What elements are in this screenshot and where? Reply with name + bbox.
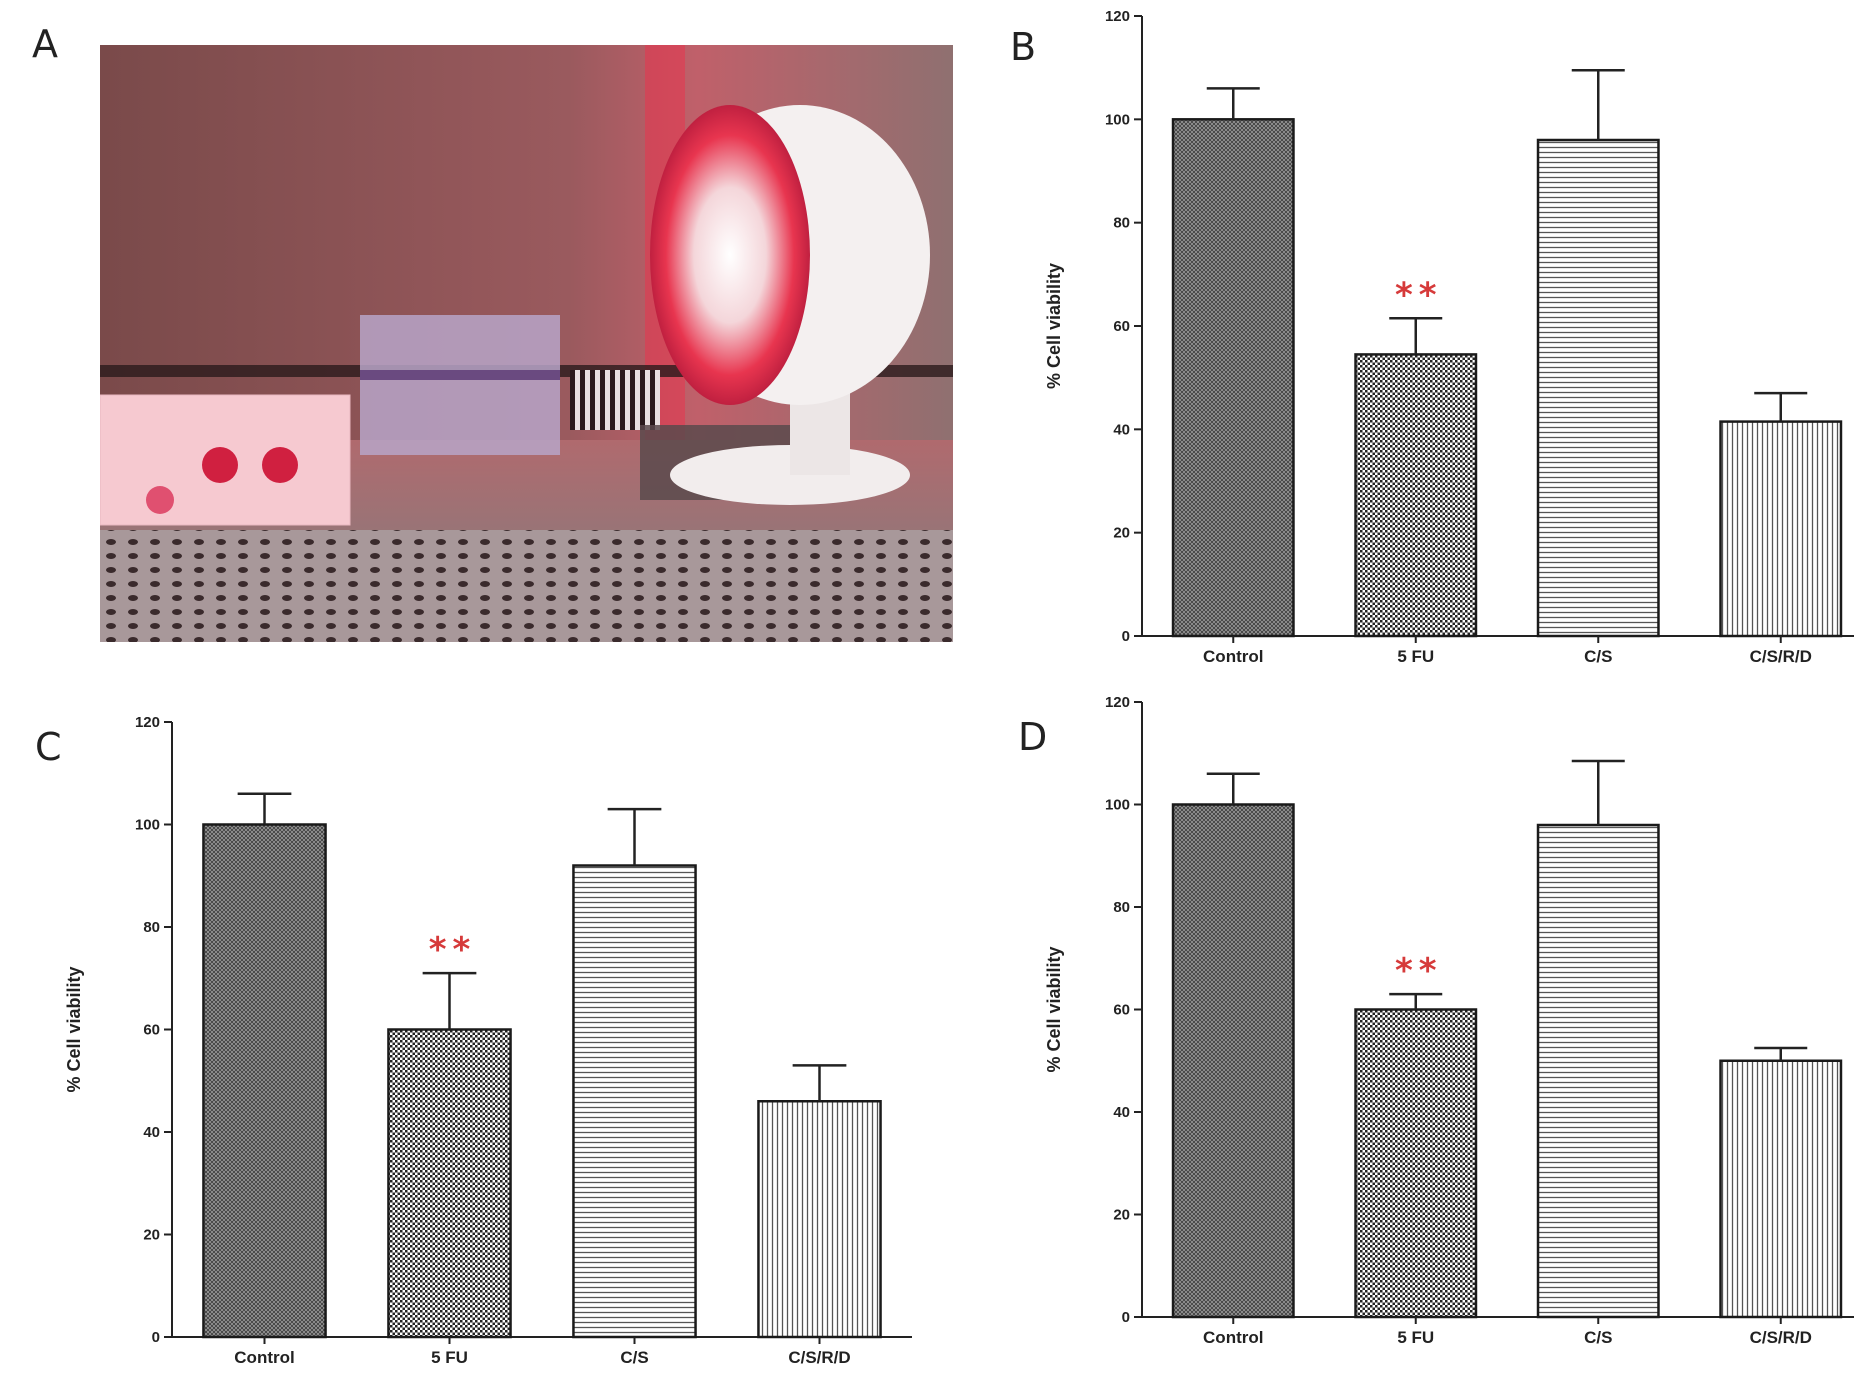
chart-d-ylabel: % Cell viability (1044, 946, 1064, 1072)
panel-label-b: B (1010, 25, 1037, 69)
y-tick-label: 20 (143, 1227, 160, 1244)
bar-5-fu (1354, 353, 1478, 638)
bar-c-s (572, 864, 697, 1339)
panel-label-a: A (32, 22, 58, 66)
x-tick-label: 5 FU (1397, 1328, 1434, 1347)
y-tick-label: 100 (1105, 111, 1130, 128)
y-tick-label: 40 (1113, 421, 1130, 438)
bar-c-s-r-d (1719, 420, 1843, 638)
chart-b-ylabel-group: % Cell viability (1044, 263, 1064, 389)
x-tick-label: C/S (1584, 1328, 1612, 1347)
bar-5-fu (387, 1028, 512, 1339)
y-tick-label: 0 (1122, 1309, 1130, 1326)
x-tick-label: C/S/R/D (1750, 647, 1812, 666)
y-tick-label: 40 (143, 1124, 160, 1141)
x-tick-label: Control (234, 1348, 294, 1367)
x-tick-label: C/S/R/D (1750, 1328, 1812, 1347)
chart-c: % Cell viability 0 20 40 60 80 100 120 Control 5… (64, 714, 912, 1367)
y-tick-label: 0 (1122, 628, 1130, 645)
y-tick-label: 20 (1113, 525, 1130, 542)
x-tick-label: C/S (1584, 647, 1612, 666)
y-tick-label: 80 (1113, 899, 1130, 916)
y-tick-label: 80 (143, 919, 160, 936)
y-tick-label: 60 (1113, 1002, 1130, 1019)
significance-annotation: ** (1395, 951, 1443, 991)
y-tick-label: 80 (1113, 215, 1130, 232)
x-tick-label: Control (1203, 647, 1263, 666)
y-tick-label: 100 (1105, 797, 1130, 814)
tip-box-band (360, 370, 560, 380)
tip-box (360, 315, 560, 455)
x-tick-label: C/S/R/D (788, 1348, 850, 1367)
lamp-bulb-icon (650, 105, 810, 405)
y-tick-label: 40 (1113, 1104, 1130, 1121)
y-tick-label: 120 (1105, 8, 1130, 25)
tube-rack (570, 370, 660, 430)
x-tick-label: Control (1203, 1328, 1263, 1347)
y-tick-label: 120 (135, 714, 160, 731)
chart-b: % Cell viability 0 20 40 60 80 100 120 Control 5… (1044, 8, 1854, 666)
y-tick-label: 60 (1113, 318, 1130, 335)
well-2 (262, 447, 298, 483)
perforated-shelf (100, 530, 953, 642)
bar-c-s (1536, 138, 1660, 638)
photo-drawing (100, 45, 953, 642)
panel-label-c: C (35, 725, 62, 769)
chart-b-ylabel: % Cell viability (1044, 263, 1064, 389)
bar-control (1171, 118, 1295, 638)
bar-c-s (1536, 823, 1660, 1319)
chart-d: % Cell viability 0 20 40 60 80 100 120 Control 5… (1044, 694, 1854, 1347)
well-3 (146, 486, 174, 514)
bar-c-s-r-d (757, 1100, 882, 1339)
significance-annotation: ** (1395, 275, 1443, 315)
y-tick-label: 120 (1105, 694, 1130, 711)
chart-c-ylabel: % Cell viability (64, 966, 84, 1092)
bar-5-fu (1354, 1008, 1478, 1319)
significance-annotation: ** (429, 930, 477, 970)
bar-control (202, 823, 327, 1339)
x-tick-label: 5 FU (1397, 647, 1434, 666)
x-tick-label: C/S (620, 1348, 648, 1367)
chart-c-plot: 0 20 40 60 80 100 120 Control 5 FU ** C/S C/S/R/D (135, 714, 912, 1367)
y-tick-label: 60 (143, 1022, 160, 1039)
x-tick-label: 5 FU (431, 1348, 468, 1367)
panel-label-d: D (1018, 715, 1048, 759)
chart-d-plot: 0 20 40 60 80 100 120 Control 5 FU ** C/S C/S/R/D (1105, 694, 1854, 1347)
y-tick-label: 20 (1113, 1207, 1130, 1224)
well-1 (202, 447, 238, 483)
chart-b-plot: 0 20 40 60 80 100 120 Control 5 FU ** C/S C/S/R/D (1105, 8, 1854, 666)
photo-incubator-red-light (100, 45, 953, 642)
y-tick-label: 0 (152, 1329, 160, 1346)
y-tick-label: 100 (135, 817, 160, 834)
bar-control (1171, 803, 1295, 1319)
bar-c-s-r-d (1719, 1059, 1843, 1319)
